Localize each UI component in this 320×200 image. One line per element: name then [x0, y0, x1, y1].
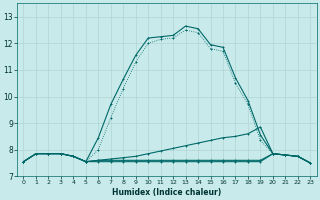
X-axis label: Humidex (Indice chaleur): Humidex (Indice chaleur): [112, 188, 221, 197]
